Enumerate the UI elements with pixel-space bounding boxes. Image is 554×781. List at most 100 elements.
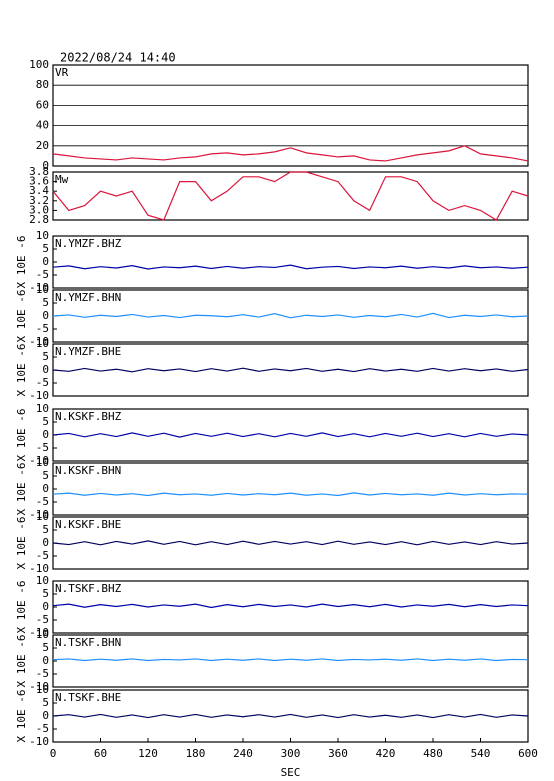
series-line [52, 171, 529, 221]
y-tick-label: 5 [42, 523, 49, 536]
y-tick-label: 0 [42, 600, 49, 613]
series-label: N.YMZF.BHE [55, 345, 121, 358]
y-tick-label: 10 [36, 628, 49, 641]
y-tick-label: 2.8 [29, 213, 49, 226]
panel-frame [52, 634, 529, 688]
panel-frame [52, 580, 529, 634]
y-tick-label: 10 [36, 574, 49, 587]
y-tick-label: -10 [29, 335, 49, 348]
y-tick-label: 60 [36, 98, 49, 111]
y-tick-label: 80 [36, 78, 49, 91]
y-tick-label: 5 [42, 296, 49, 309]
y-tick-label: 10 [36, 229, 49, 242]
y-tick-label: -5 [36, 667, 49, 680]
y-tick-label: 0 [42, 654, 49, 667]
y-tick-label: 3.8 [29, 165, 49, 178]
y-tick-label: -10 [29, 454, 49, 467]
x-tick-label: 60 [94, 747, 107, 760]
y-tick-label: 5 [42, 587, 49, 600]
x-tick-label: 360 [328, 747, 348, 760]
panel-frame [52, 171, 529, 221]
x-tick-label: 120 [138, 747, 158, 760]
series-line [52, 367, 529, 373]
y-axis-label: X 10E -6 [15, 635, 28, 688]
y-tick-label: 100 [29, 58, 49, 71]
series-line [52, 312, 529, 319]
x-tick-label: 420 [376, 747, 396, 760]
y-tick-label: -10 [29, 508, 49, 521]
series-line [52, 713, 529, 719]
y-axis-label: X 10E -6 [15, 236, 28, 289]
y-tick-label: 5 [42, 350, 49, 363]
y-tick-label: 5 [42, 641, 49, 654]
y-tick-label: 5 [42, 415, 49, 428]
y-axis-label: X 10E -6 [15, 409, 28, 462]
y-tick-label: -10 [29, 735, 49, 748]
y-tick-label: 10 [36, 510, 49, 523]
y-tick-label: 5 [42, 469, 49, 482]
series-label: N.KSKF.BHZ [55, 410, 122, 423]
y-tick-label: -5 [36, 722, 49, 735]
chart-title: 2022/08/24 14:40 [60, 51, 176, 65]
y-tick-label: -5 [36, 268, 49, 281]
y-tick-label: -5 [36, 549, 49, 562]
y-tick-label: -10 [29, 626, 49, 639]
x-tick-label: 240 [233, 747, 253, 760]
series-label: Mw [55, 173, 69, 186]
panel-frame [52, 235, 529, 289]
y-tick-label: -5 [36, 613, 49, 626]
series-line [52, 492, 529, 497]
y-tick-label: -10 [29, 562, 49, 575]
y-tick-label: 40 [36, 119, 49, 132]
y-tick-label: 0 [42, 363, 49, 376]
x-tick-label: 540 [471, 747, 491, 760]
y-tick-label: 10 [36, 683, 49, 696]
y-tick-label: 3.4 [29, 184, 49, 197]
y-tick-label: -5 [36, 441, 49, 454]
y-tick-label: -10 [29, 680, 49, 693]
y-tick-label: 0 [42, 536, 49, 549]
y-tick-label: 3.0 [29, 203, 49, 216]
y-axis-label: X 10E -6 [15, 463, 28, 516]
y-tick-label: 0 [42, 159, 49, 172]
panel-frame [52, 462, 529, 516]
y-tick-label: -10 [29, 389, 49, 402]
y-axis-label: X 10E -6 [15, 517, 28, 570]
x-axis-label: SEC [281, 766, 301, 779]
y-tick-label: 0 [42, 255, 49, 268]
x-tick-label: 300 [281, 747, 301, 760]
y-tick-label: 3.6 [29, 175, 49, 188]
series-line [52, 145, 529, 162]
x-tick-label: 0 [50, 747, 57, 760]
series-line [52, 603, 529, 609]
series-label: N.TSKF.BHN [55, 636, 121, 649]
y-tick-label: 0 [42, 482, 49, 495]
x-tick-label: 600 [518, 747, 538, 760]
y-tick-label: 0 [42, 309, 49, 322]
y-tick-label: 10 [36, 337, 49, 350]
y-tick-label: 10 [36, 456, 49, 469]
y-tick-label: 3.2 [29, 194, 49, 207]
y-tick-label: 20 [36, 139, 49, 152]
panel-frame [52, 64, 529, 167]
y-tick-label: 5 [42, 696, 49, 709]
y-tick-label: 10 [36, 283, 49, 296]
y-axis-label: X 10E -6 [15, 344, 28, 397]
y-axis-label: X 10E -6 [15, 690, 28, 743]
y-axis-label: X 10E -6 [15, 581, 28, 634]
series-line [52, 658, 529, 662]
y-tick-label: -5 [36, 322, 49, 335]
y-tick-label: -10 [29, 281, 49, 294]
y-tick-label: 0 [42, 428, 49, 441]
series-label: N.TSKF.BHZ [55, 582, 122, 595]
y-tick-label: 10 [36, 402, 49, 415]
y-tick-label: -5 [36, 376, 49, 389]
series-label: N.KSKF.BHN [55, 464, 121, 477]
series-line [52, 264, 529, 270]
series-label: VR [55, 66, 69, 79]
y-tick-label: -5 [36, 495, 49, 508]
y-tick-label: 0 [42, 709, 49, 722]
series-label: N.YMZF.BHN [55, 291, 121, 304]
series-label: N.KSKF.BHE [55, 518, 121, 531]
